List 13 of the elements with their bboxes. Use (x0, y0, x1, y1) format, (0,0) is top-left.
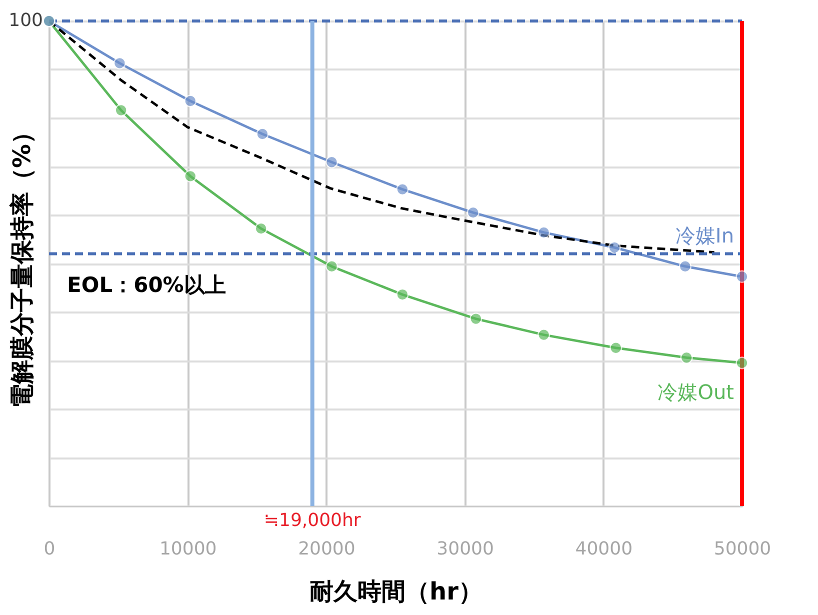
series-label: 冷媒Out (658, 380, 734, 404)
x-tick-label: 10000 (159, 538, 217, 560)
x-tick-label: 20000 (298, 538, 356, 560)
x-axis-title: 耐久時間（hr） (310, 578, 482, 606)
x-tick-label: 40000 (575, 538, 633, 560)
series-label: 冷媒In (675, 224, 734, 248)
ref-line-label: EOL：60%以上 (67, 272, 226, 297)
x-tick-label: 50000 (714, 538, 772, 560)
x-tick-label: 0 (44, 538, 56, 560)
x-tick-label: 30000 (436, 538, 494, 560)
ref-line-label: ≒19,000hr (264, 510, 362, 531)
y-axis-title: 電解膜分子量保持率（%） (8, 120, 36, 408)
text: 100 (8, 10, 43, 31)
